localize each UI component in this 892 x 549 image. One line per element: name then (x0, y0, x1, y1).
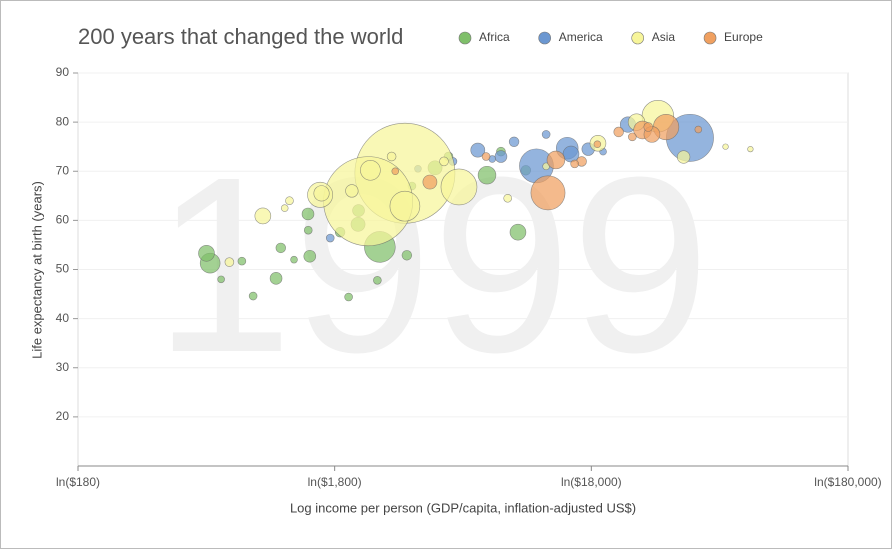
bubble (440, 168, 478, 206)
x-axis-label: Log income per person (GDP/capita, infla… (290, 500, 636, 515)
bubble (481, 152, 491, 161)
bubble (570, 159, 579, 169)
y-tick-label: 40 (56, 311, 70, 325)
y-tick-label: 30 (56, 360, 70, 374)
x-tick-label: ln($180,000) (814, 475, 881, 489)
chart-title: 200 years that changed the world (78, 24, 403, 49)
bubble (344, 292, 353, 302)
y-tick-label: 90 (56, 65, 70, 79)
bubble (224, 257, 235, 267)
bubbles (198, 100, 754, 302)
bubble (509, 223, 527, 241)
bubble (508, 136, 520, 147)
bubble (628, 132, 637, 142)
bubble (530, 175, 566, 211)
bubble (494, 150, 508, 163)
legend-swatch (631, 31, 645, 45)
bubble (360, 159, 381, 181)
y-tick-label: 50 (56, 262, 70, 276)
x-tick-label: ln($18,000) (561, 475, 622, 489)
legend-label: Europe (724, 30, 763, 44)
legend-label: Asia (652, 30, 676, 44)
y-tick-label: 60 (56, 213, 70, 227)
legend-swatch (703, 31, 717, 45)
bubble (275, 242, 286, 254)
bubble (285, 196, 294, 206)
bubble (303, 249, 317, 263)
bubble (677, 150, 691, 164)
bubble (470, 142, 486, 158)
bubble (747, 146, 754, 153)
bubble (237, 256, 247, 266)
bubble (280, 204, 289, 212)
bubble (198, 245, 215, 262)
y-tick-label: 20 (56, 409, 70, 423)
bubble (290, 255, 298, 264)
x-tick-label: ln($1,800) (308, 475, 362, 489)
bubble (248, 291, 258, 301)
bubble (613, 126, 624, 138)
bubble (254, 207, 272, 225)
x-tick-label: ln($180) (56, 475, 100, 489)
bubble (303, 225, 313, 235)
bubble (391, 167, 400, 176)
bubble (389, 190, 421, 222)
bubble (325, 233, 335, 243)
bubble (503, 193, 512, 203)
bubble (313, 185, 330, 202)
bubble (643, 122, 654, 132)
y-axis-label: Life expectancy at birth (years) (29, 181, 44, 359)
bubble (477, 165, 497, 185)
bubble (217, 275, 225, 284)
legend-swatch (458, 31, 472, 45)
bubble (422, 174, 438, 190)
bubble (373, 276, 382, 285)
bubble (439, 156, 449, 167)
bubble (301, 207, 315, 221)
bubble (694, 125, 703, 134)
legend-label: Africa (479, 30, 510, 44)
bubble (401, 250, 413, 261)
legend-swatch (538, 31, 551, 45)
y-tick-label: 80 (56, 114, 70, 128)
y-tick-label: 70 (56, 163, 70, 177)
legend-label: America (559, 30, 603, 44)
bubble (546, 150, 566, 170)
bubble (345, 184, 359, 198)
bubble (269, 272, 283, 285)
bubble (541, 130, 551, 139)
bubble (386, 151, 397, 162)
bubble (562, 145, 580, 163)
bubble (722, 143, 729, 150)
bubble (593, 140, 602, 148)
